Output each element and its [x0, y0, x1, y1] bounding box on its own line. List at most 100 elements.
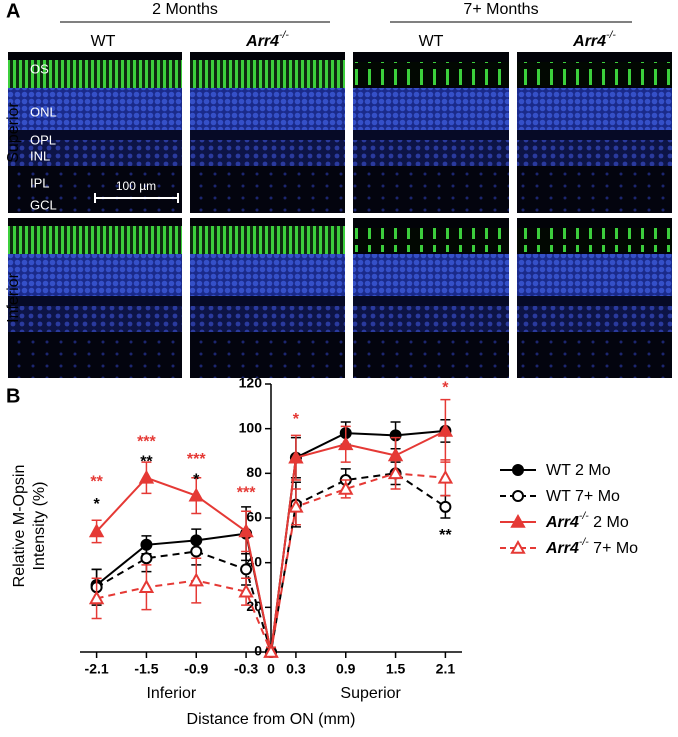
opl: [353, 296, 509, 306]
opl: [517, 296, 672, 306]
column-header: Arr4-/-: [572, 30, 616, 50]
legend-label: Arr4-/- 2 Mo: [545, 511, 629, 531]
inl: [8, 306, 182, 332]
outer-segments: [190, 60, 345, 88]
marker: [190, 545, 203, 558]
ipl: [353, 166, 509, 213]
significance: *: [293, 411, 300, 428]
y-tick-label: 0: [254, 643, 262, 659]
ipl: [8, 332, 182, 378]
outer-segments: [190, 226, 345, 254]
outer-segments: [353, 62, 509, 86]
marker: [338, 480, 354, 495]
inl: [353, 306, 509, 332]
opl: [353, 130, 509, 140]
legend-label: WT 7+ Mo: [546, 488, 620, 505]
onl: [8, 254, 182, 296]
marker: [138, 469, 155, 484]
y-tick-label: 20: [246, 598, 262, 614]
significance: **: [439, 527, 452, 544]
marker: [437, 422, 454, 437]
x-tick-label: -1.5: [134, 661, 158, 677]
x-tick-label: 2.1: [436, 661, 456, 677]
outer-segments: [517, 228, 672, 252]
onl: [190, 88, 345, 130]
opl: [8, 130, 182, 140]
legend-label: WT 2 Mo: [546, 462, 611, 479]
layer-label: ONL: [30, 104, 57, 119]
marker: [387, 465, 404, 480]
y-tick-label: 80: [246, 464, 262, 480]
legend-marker: [512, 464, 524, 476]
layer-label: IPL: [30, 175, 50, 190]
micrograph: [353, 52, 509, 213]
legend-marker: [512, 490, 524, 502]
inl: [517, 306, 672, 332]
ipl: [517, 166, 672, 213]
marker: [263, 643, 279, 658]
opl: [517, 130, 672, 140]
legend-marker: [510, 513, 526, 528]
marker: [288, 498, 304, 513]
x-tick-label: -0.3: [234, 661, 258, 677]
opl: [190, 296, 345, 306]
y-tick-label: 120: [239, 375, 263, 391]
panel-label: B: [6, 385, 20, 407]
layer-label: OPL: [30, 132, 56, 147]
marker: [188, 487, 204, 502]
marker: [439, 500, 452, 513]
marker: [288, 449, 304, 464]
onl: [190, 254, 345, 296]
marker: [437, 469, 454, 484]
inl: [517, 140, 672, 166]
column-header: Arr4-/-: [245, 30, 289, 50]
significance: ***: [237, 485, 256, 502]
x-tick-label: -0.9: [184, 661, 208, 677]
scale-bar-label: 100 µm: [116, 179, 156, 193]
layer-label: INL: [30, 148, 50, 163]
ipl: [8, 166, 182, 213]
x-group-label: Inferior: [146, 685, 196, 702]
group-header: 7+ Months: [463, 1, 538, 18]
onl: [353, 254, 509, 296]
row-label: Superior: [5, 102, 22, 163]
inl: [190, 140, 345, 166]
ipl: [517, 332, 672, 378]
marker: [88, 523, 105, 538]
onl: [8, 88, 182, 130]
panel-label: A: [6, 0, 20, 22]
significance: *: [442, 380, 449, 397]
micrograph: [190, 218, 345, 378]
significance: ***: [187, 451, 206, 468]
x-tick-label: 0: [267, 661, 275, 677]
outer-segments: [8, 60, 182, 88]
marker: [88, 590, 105, 605]
micrograph: [190, 52, 345, 213]
marker: [238, 523, 254, 538]
significance: ***: [137, 433, 156, 450]
inl: [190, 306, 345, 332]
y-axis-label: Relative M-Opsin: [11, 465, 28, 588]
ipl: [190, 332, 345, 378]
marker: [338, 436, 354, 451]
marker: [138, 579, 155, 594]
ipl: [353, 332, 509, 378]
ipl: [190, 166, 345, 213]
x-tick-label: 0.9: [336, 661, 356, 677]
y-axis-label: Intensity (%): [31, 482, 48, 571]
outer-segments: [8, 226, 182, 254]
marker: [140, 552, 153, 565]
micrograph: [8, 52, 182, 213]
micrograph: [517, 52, 672, 213]
outer-segments: [353, 228, 509, 252]
opl: [8, 296, 182, 306]
marker: [188, 572, 204, 587]
series-line: [96, 472, 446, 653]
micrograph: [8, 218, 182, 378]
y-tick-label: 60: [246, 509, 262, 525]
layer-label: OS: [30, 61, 49, 76]
significance: *: [193, 471, 200, 488]
marker: [238, 583, 254, 598]
